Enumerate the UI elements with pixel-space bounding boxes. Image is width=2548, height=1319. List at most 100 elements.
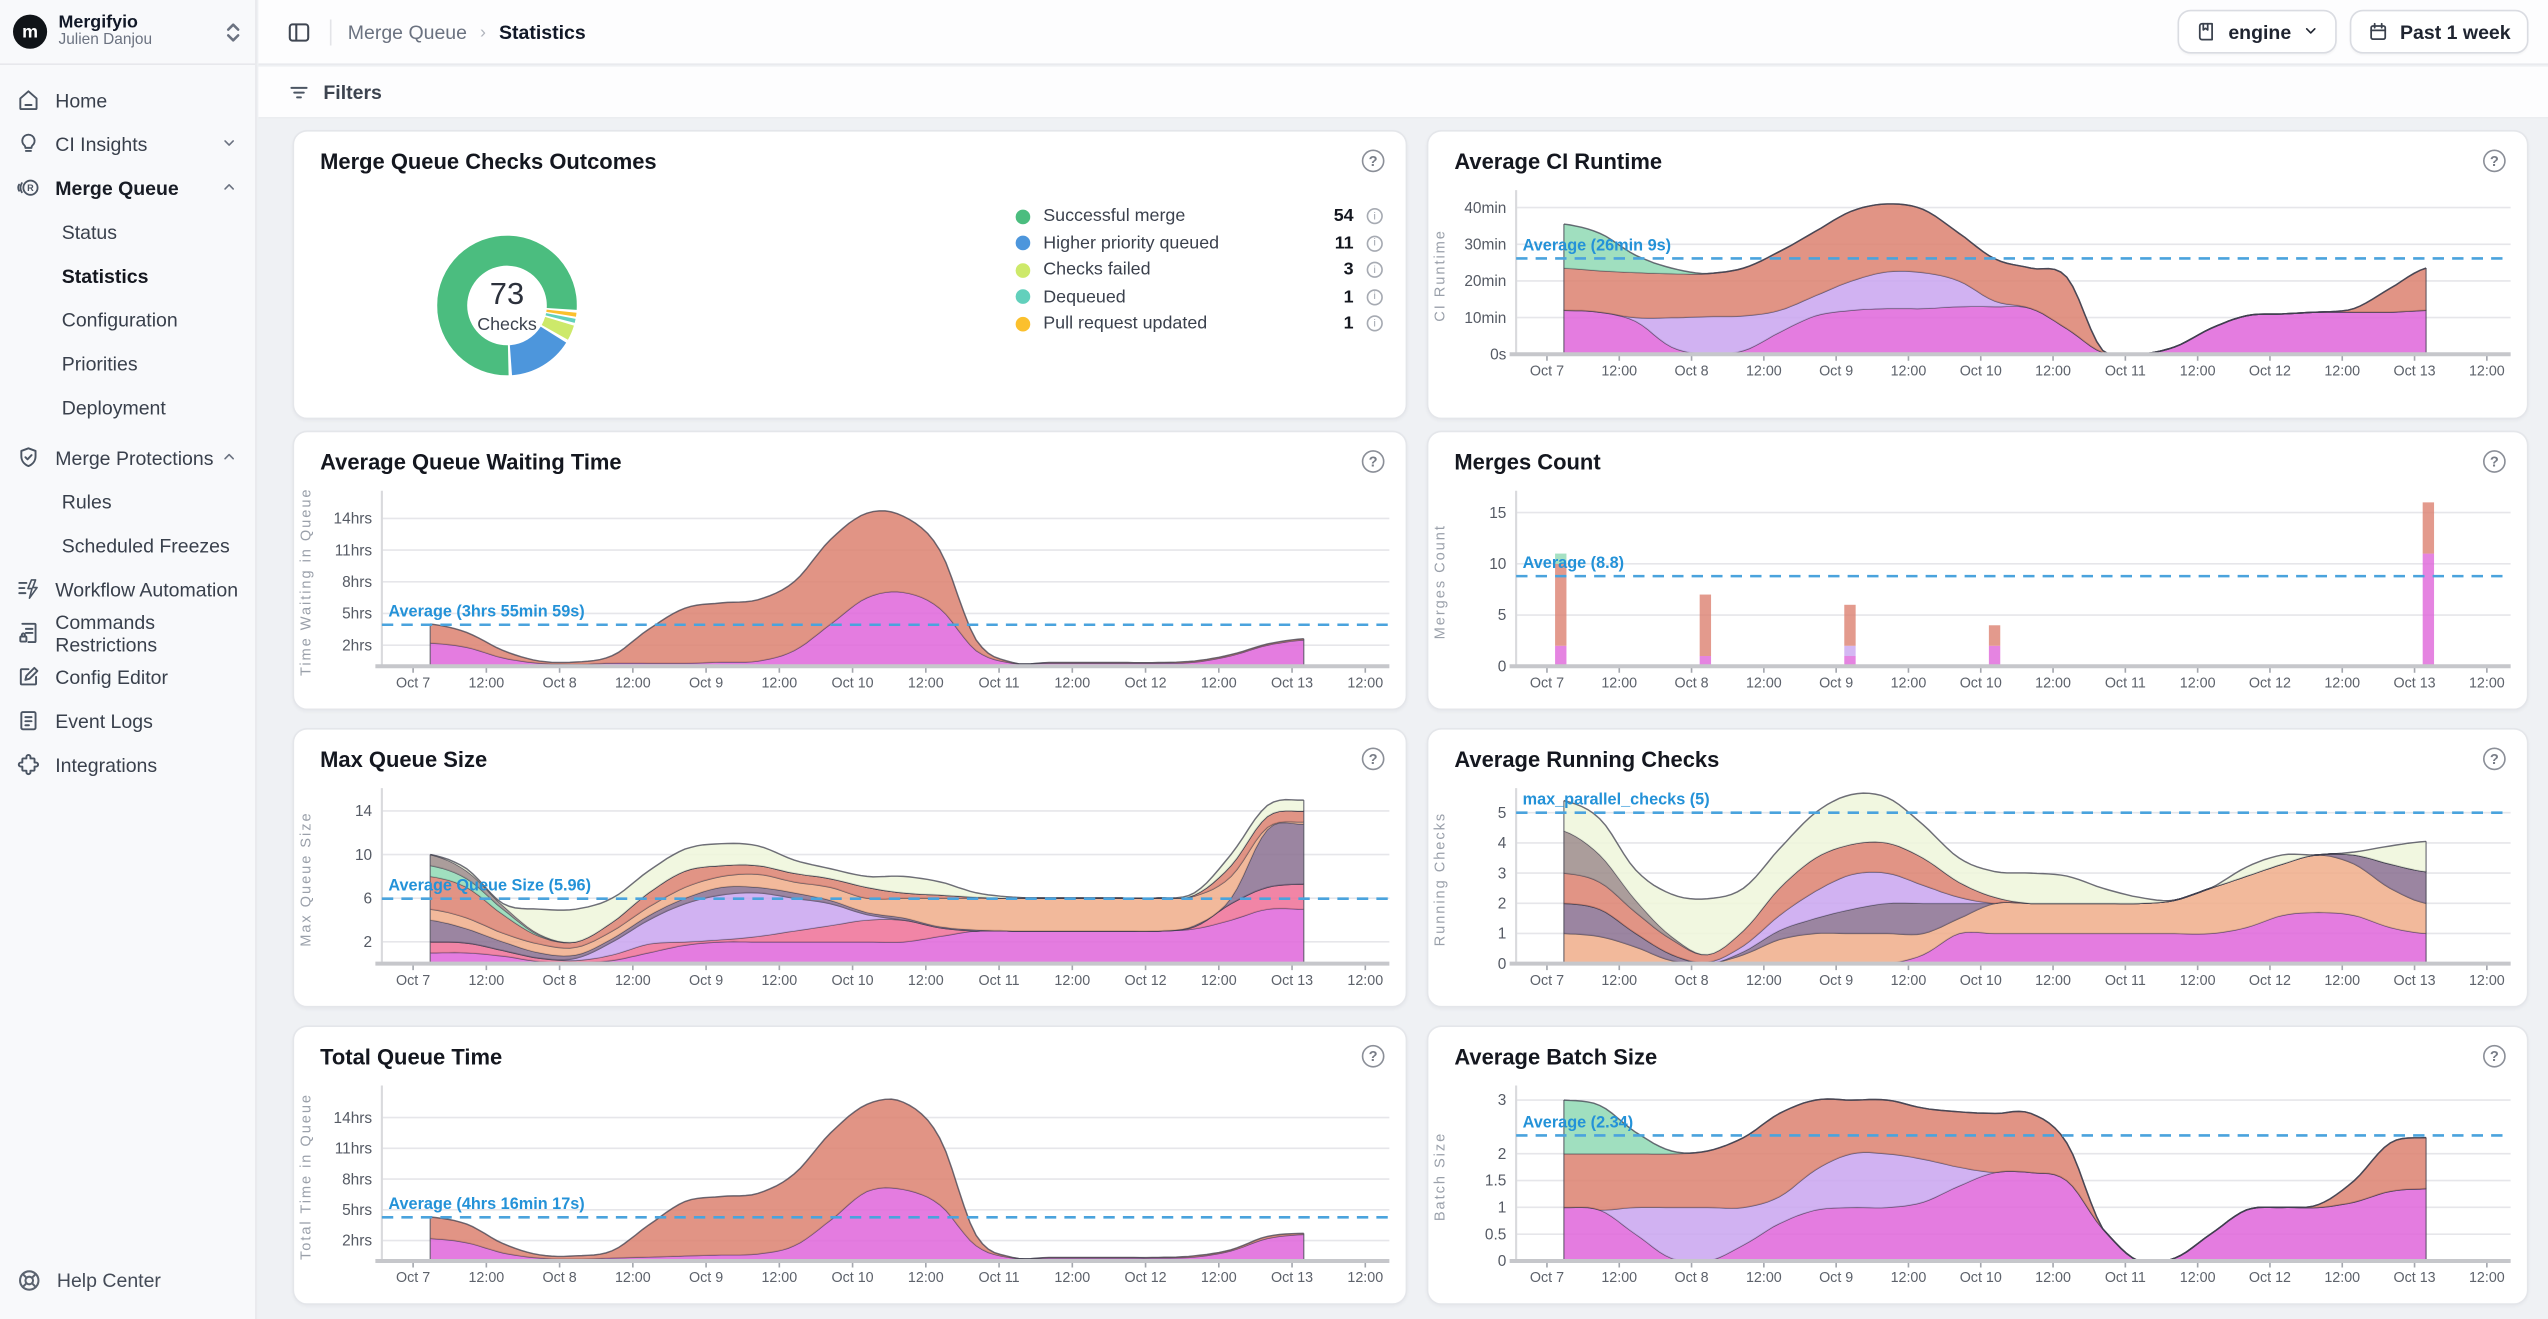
svg-text:Total Time in Queue: Total Time in Queue (298, 1093, 314, 1260)
legend-value: 3 (1344, 260, 1354, 280)
svg-text:12:00: 12:00 (1201, 675, 1237, 691)
sidebar-item-status[interactable]: Status (0, 210, 255, 254)
sidebar-item-merge-queue[interactable]: R Merge Queue (0, 166, 255, 210)
svg-text:12:00: 12:00 (615, 1270, 651, 1286)
filters-button[interactable]: Filters (288, 80, 382, 103)
sidebar-item-commands-restrictions[interactable]: Commands Restrictions (0, 611, 255, 655)
svg-text:1: 1 (1498, 926, 1507, 943)
svg-text:12:00: 12:00 (1054, 1270, 1090, 1286)
app-root: m Mergifyio Julien Danjou Home CI Insigh… (0, 0, 2548, 1319)
svg-text:Oct 12: Oct 12 (1124, 675, 1166, 691)
svg-text:12:00: 12:00 (2324, 363, 2360, 379)
svg-text:12:00: 12:00 (1891, 1270, 1927, 1286)
svg-text:12:00: 12:00 (2324, 973, 2360, 989)
svg-text:Average (2.34): Average (2.34) (1523, 1113, 1634, 1131)
sidebar-item-deployment[interactable]: Deployment (0, 385, 255, 429)
chevron-up-icon (221, 446, 237, 469)
card-title: Merge Queue Checks Outcomes (320, 150, 657, 174)
svg-text:2hrs: 2hrs (342, 637, 372, 654)
sidebar-toggle-button[interactable] (278, 11, 320, 53)
svg-text:12:00: 12:00 (1601, 675, 1637, 691)
info-icon[interactable]: i (1367, 208, 1383, 224)
svg-text:12:00: 12:00 (2035, 1270, 2071, 1286)
svg-text:12:00: 12:00 (1347, 675, 1383, 691)
divider (330, 19, 332, 45)
svg-text:12:00: 12:00 (1601, 363, 1637, 379)
home-icon (16, 88, 40, 112)
sidebar-item-scheduled-freezes[interactable]: Scheduled Freezes (0, 523, 255, 567)
sidebar-item-integrations[interactable]: Integrations (0, 743, 255, 787)
legend-row[interactable]: Dequeued 1 i (1016, 284, 1383, 311)
legend-row[interactable]: Higher priority queued 11 i (1016, 230, 1383, 257)
legend-label: Pull request updated (1043, 314, 1330, 334)
svg-text:Oct 9: Oct 9 (689, 973, 723, 989)
file-lock-icon (16, 621, 40, 645)
svg-text:12:00: 12:00 (1601, 973, 1637, 989)
legend-row[interactable]: Pull request updated 1 i (1016, 310, 1383, 337)
breadcrumb-statistics: Statistics (499, 20, 586, 43)
legend-value: 1 (1344, 287, 1354, 307)
sidebar-item-ci-insights[interactable]: CI Insights (0, 122, 255, 166)
card-max-queue-size: Max Queue Size ? 261014Oct 712:00Oct 812… (293, 728, 1408, 1008)
svg-text:1: 1 (1498, 1200, 1507, 1217)
user-name: Julien Danjou (59, 33, 153, 51)
svg-text:0.5: 0.5 (1485, 1226, 1506, 1243)
sidebar-item-workflow-automation[interactable]: Workflow Automation (0, 567, 255, 611)
svg-text:Oct 8: Oct 8 (543, 675, 577, 691)
sidebar-item-label: Deployment (62, 396, 166, 419)
svg-text:Oct 10: Oct 10 (1960, 973, 2002, 989)
sidebar-item-merge-protections[interactable]: Merge Protections (0, 436, 255, 480)
svg-text:12:00: 12:00 (761, 675, 797, 691)
svg-text:14hrs: 14hrs (334, 511, 373, 528)
org-switcher[interactable]: m Mergifyio Julien Danjou (0, 0, 255, 65)
sidebar-item-rules[interactable]: Rules (0, 479, 255, 523)
date-range-value: Past 1 week (2400, 20, 2511, 43)
legend-dot (1016, 209, 1031, 224)
svg-text:0s: 0s (1490, 346, 1507, 363)
batch-size-chart: 00.511.523Oct 712:00Oct 812:00Oct 912:00… (1428, 1027, 2527, 1303)
svg-text:Oct 10: Oct 10 (832, 1270, 874, 1286)
date-range-button[interactable]: Past 1 week (2350, 10, 2529, 54)
svg-text:15: 15 (1489, 505, 1506, 522)
legend-row[interactable]: Successful merge 54 i (1016, 203, 1383, 230)
svg-text:Oct 11: Oct 11 (2105, 363, 2146, 379)
svg-text:Oct 11: Oct 11 (2105, 973, 2146, 989)
lifebuoy-icon (16, 1268, 42, 1294)
legend-label: Successful merge (1043, 207, 1320, 227)
info-icon[interactable]: i (1367, 262, 1383, 278)
sidebar-item-label: Workflow Automation (55, 578, 238, 601)
svg-text:0: 0 (1498, 1253, 1507, 1270)
help-center-link[interactable]: Help Center (0, 1248, 255, 1319)
svg-text:1.5: 1.5 (1485, 1173, 1506, 1190)
repository-select[interactable]: engine (2178, 10, 2337, 54)
sidebar-item-statistics[interactable]: Statistics (0, 254, 255, 298)
svg-text:Oct 10: Oct 10 (832, 973, 874, 989)
info-icon[interactable]: i (1367, 316, 1383, 332)
svg-text:12:00: 12:00 (1347, 973, 1383, 989)
sidebar-item-event-logs[interactable]: Event Logs (0, 699, 255, 743)
legend-label: Dequeued (1043, 287, 1330, 307)
svg-text:12:00: 12:00 (908, 973, 944, 989)
sidebar-item-config-editor[interactable]: Config Editor (0, 655, 255, 699)
svg-text:12:00: 12:00 (2035, 973, 2071, 989)
help-icon[interactable]: ? (1362, 150, 1385, 173)
card-total-queue-time: Total Queue Time ? 2hrs5hrs8hrs11hrs14hr… (293, 1025, 1408, 1305)
info-icon[interactable]: i (1367, 289, 1383, 305)
legend-row[interactable]: Checks failed 3 i (1016, 257, 1383, 284)
svg-text:Oct 13: Oct 13 (2393, 363, 2435, 379)
sidebar-item-home[interactable]: Home (0, 78, 255, 122)
svg-text:Oct 8: Oct 8 (543, 973, 577, 989)
breadcrumb-merge-queue[interactable]: Merge Queue (348, 20, 467, 43)
sidebar-item-configuration[interactable]: Configuration (0, 297, 255, 341)
chevron-up-down-icon[interactable] (224, 21, 242, 52)
sidebar-item-priorities[interactable]: Priorities (0, 341, 255, 385)
card-average-batch-size: Average Batch Size ? 00.511.523Oct 712:0… (1427, 1025, 2529, 1305)
sidebar-item-label: Priorities (62, 352, 138, 375)
svg-text:12:00: 12:00 (468, 1270, 504, 1286)
merges-count-chart: 051015Oct 712:00Oct 812:00Oct 912:00Oct … (1428, 432, 2527, 708)
info-icon[interactable]: i (1367, 235, 1383, 251)
svg-text:10: 10 (1489, 556, 1506, 573)
svg-text:Oct 12: Oct 12 (2249, 1270, 2291, 1286)
svg-text:Oct 7: Oct 7 (1530, 363, 1564, 379)
svg-text:40min: 40min (1464, 200, 1506, 217)
